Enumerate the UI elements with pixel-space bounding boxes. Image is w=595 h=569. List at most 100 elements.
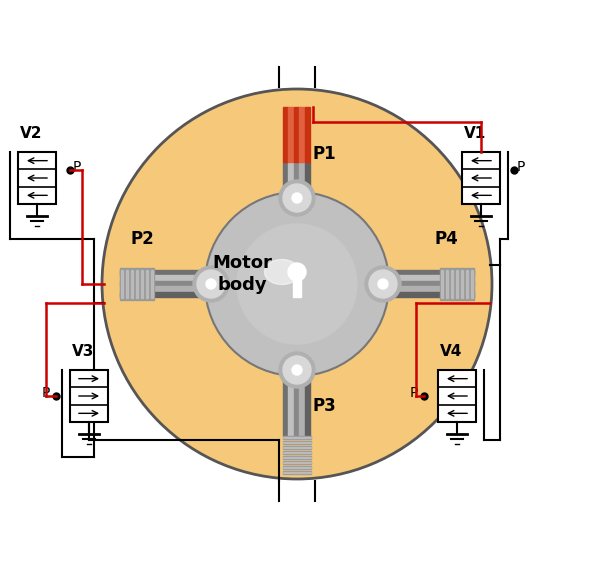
Circle shape <box>283 184 311 212</box>
Bar <box>283 442 311 443</box>
Bar <box>294 107 299 162</box>
Bar <box>151 270 153 298</box>
Bar <box>121 270 123 298</box>
Bar <box>383 286 474 291</box>
Bar <box>145 268 149 300</box>
Text: P3: P3 <box>312 397 336 415</box>
Text: P1: P1 <box>313 145 337 163</box>
Circle shape <box>279 352 315 388</box>
Bar <box>141 270 143 298</box>
Bar <box>283 457 311 458</box>
Bar <box>456 270 458 298</box>
Circle shape <box>292 365 302 375</box>
Bar <box>283 436 311 439</box>
Bar <box>283 162 288 198</box>
Bar <box>383 270 474 275</box>
Bar <box>283 107 288 162</box>
Bar <box>283 466 311 469</box>
Bar <box>283 446 311 449</box>
Bar <box>283 447 311 448</box>
Text: V4: V4 <box>440 344 462 359</box>
Circle shape <box>279 180 315 216</box>
Circle shape <box>288 263 306 281</box>
Circle shape <box>292 193 302 203</box>
Text: V2: V2 <box>20 126 42 141</box>
Bar <box>283 467 311 468</box>
Bar <box>140 268 144 300</box>
Bar <box>466 270 468 298</box>
Bar <box>283 370 288 436</box>
Circle shape <box>205 192 389 376</box>
Bar <box>305 370 310 436</box>
Bar <box>446 270 448 298</box>
Bar <box>120 281 211 286</box>
Bar <box>126 270 128 298</box>
Bar <box>305 162 310 198</box>
Bar <box>293 272 301 297</box>
Bar <box>294 162 299 198</box>
Bar <box>445 268 449 300</box>
Bar <box>440 268 444 300</box>
Bar <box>288 162 293 198</box>
Bar <box>283 451 311 454</box>
Text: P: P <box>410 386 418 400</box>
Circle shape <box>197 270 225 298</box>
Text: P: P <box>73 160 82 174</box>
Text: P4: P4 <box>434 230 458 248</box>
Bar <box>450 268 454 300</box>
Bar <box>70 370 108 422</box>
Bar <box>150 268 154 300</box>
Circle shape <box>102 89 492 479</box>
Ellipse shape <box>265 259 299 284</box>
Bar <box>125 268 129 300</box>
Bar <box>120 268 124 300</box>
Bar <box>383 281 474 286</box>
Circle shape <box>378 279 388 289</box>
Bar <box>455 268 459 300</box>
Text: V3: V3 <box>72 344 95 359</box>
Bar <box>299 107 304 162</box>
Bar <box>461 270 463 298</box>
Bar <box>120 270 211 275</box>
Bar <box>131 270 133 298</box>
Text: P: P <box>517 160 525 174</box>
Bar <box>283 461 311 464</box>
Circle shape <box>193 266 229 302</box>
Bar <box>283 471 311 474</box>
Bar <box>465 268 469 300</box>
Bar <box>462 152 500 204</box>
Bar <box>283 472 311 473</box>
Bar <box>283 437 311 438</box>
Bar <box>120 286 211 291</box>
Bar <box>120 292 211 297</box>
Bar <box>283 452 311 453</box>
Bar <box>451 270 453 298</box>
Bar <box>441 270 443 298</box>
Bar <box>294 370 299 436</box>
Bar <box>288 370 293 436</box>
Bar <box>130 268 134 300</box>
Circle shape <box>369 270 397 298</box>
Text: P2: P2 <box>130 230 154 248</box>
Bar <box>283 441 311 444</box>
Circle shape <box>365 266 401 302</box>
Bar <box>283 462 311 463</box>
Text: P: P <box>42 386 51 400</box>
Bar <box>299 162 304 198</box>
Bar <box>120 275 211 280</box>
Bar <box>383 292 474 297</box>
Bar <box>438 370 476 422</box>
Bar <box>288 107 293 162</box>
Text: V1: V1 <box>464 126 486 141</box>
Bar <box>305 107 310 162</box>
Bar <box>135 268 139 300</box>
Bar <box>460 268 464 300</box>
Bar <box>18 152 56 204</box>
Circle shape <box>206 279 216 289</box>
Bar <box>470 268 474 300</box>
Text: Motor
body: Motor body <box>212 254 272 294</box>
Circle shape <box>237 224 357 344</box>
Bar <box>136 270 138 298</box>
Circle shape <box>283 356 311 384</box>
Bar <box>299 370 304 436</box>
